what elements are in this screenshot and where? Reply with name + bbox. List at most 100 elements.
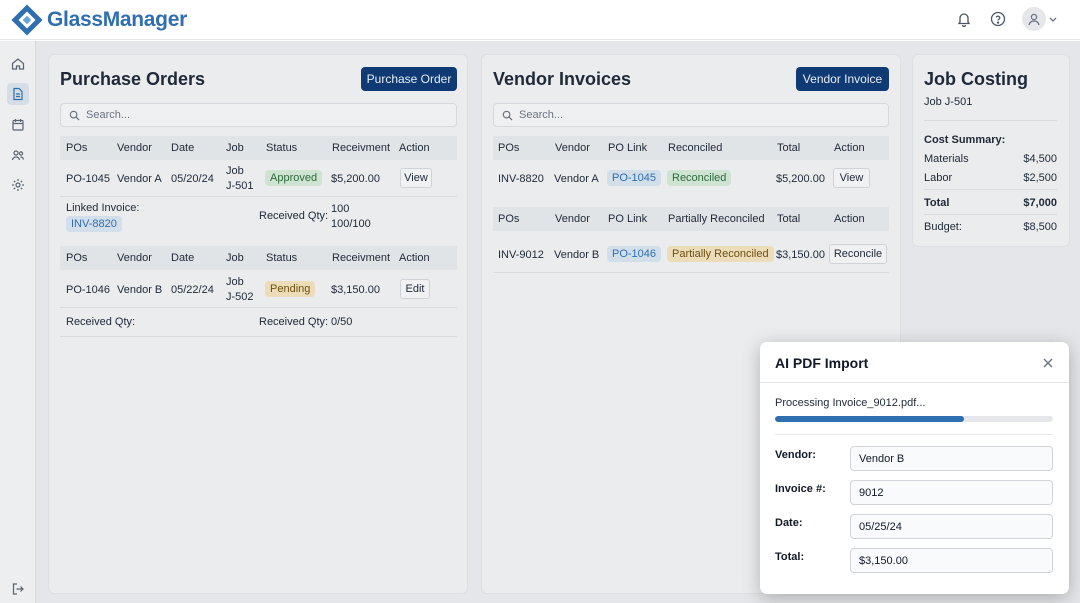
search-icon [69,110,80,121]
invoice-number: INV-9012 [498,249,544,261]
sidebar-item-home[interactable] [7,53,29,75]
view-invoice-button[interactable]: View [833,168,870,188]
vendor-field[interactable]: Vendor B [850,446,1053,471]
invoice-vendor: Vendor B [554,249,600,261]
po-table-header: POs Vendor Date Job Status Receivment Ac… [60,246,457,270]
status-badge: Reconciled [667,170,732,186]
invoice-number: INV-8820 [498,173,544,185]
po-job-id: J-501 [226,180,254,192]
budget-value: $8,500 [1023,221,1057,233]
invoice-table-header: POs Vendor PO Link Partially Reconciled … [493,207,889,231]
invoice-vendor: Vendor A [554,173,599,185]
po-link[interactable]: PO-1045 [607,170,662,186]
column-header: PO Link [608,142,648,154]
total-field[interactable]: $3,150.00 [850,548,1053,573]
column-header: Partially Reconciled [668,213,765,225]
po-amount: $3,150.00 [331,284,380,296]
ai-pdf-import-modal: AI PDF Import Processing Invoice_9012.pd… [760,342,1069,594]
po-search-input[interactable]: Search... [60,103,457,127]
users-icon [11,150,25,161]
search-placeholder: Search... [86,109,131,121]
po-amount: $5,200.00 [331,173,380,185]
received-qty-ratio: 100/100 [331,218,371,230]
total-label: Total [924,197,950,209]
sidebar-item-logout[interactable] [7,578,29,600]
column-header: Vendor [117,142,152,154]
home-icon [11,58,25,70]
add-vendor-invoice-button[interactable]: Vendor Invoice [796,67,889,91]
sidebar [0,41,36,603]
column-header: POs [498,142,520,154]
view-po-button[interactable]: View [400,168,432,188]
logo-icon [10,3,44,37]
received-qty-label: Received Qty: [259,210,329,222]
sidebar-item-settings[interactable] [7,174,29,196]
po-date: 05/20/24 [171,173,214,185]
sidebar-item-documents[interactable] [7,83,29,105]
cost-label: Materials [924,153,969,165]
column-header: PO Link [608,213,648,225]
column-header: Date [171,142,195,154]
column-header: Job [226,252,244,264]
invoice-search-input[interactable]: Search... [493,103,889,127]
po-job: Job [226,276,244,288]
po-number: PO-1045 [66,173,111,185]
gear-icon [12,179,24,191]
po-job-id: J-502 [226,291,254,303]
add-purchase-order-button[interactable]: Purchase Order [361,67,457,91]
po-vendor: Vendor B [117,284,163,296]
user-menu[interactable] [1022,7,1058,31]
po-vendor: Vendor A [117,173,162,185]
linked-invoice-link[interactable]: INV-8820 [66,216,122,232]
column-header: Action [834,142,865,154]
status-badge: Partially Reconciled [667,246,774,262]
sidebar-item-calendar[interactable] [7,114,29,136]
date-field[interactable]: 05/25/24 [850,514,1053,539]
column-header: Action [399,142,430,154]
document-icon [13,87,23,101]
app-logo[interactable]: GlassManager [10,3,187,37]
received-qty-value: 100 [331,203,350,215]
column-header: Vendor [117,252,152,264]
close-icon[interactable] [1041,356,1055,370]
po-job: Job [226,165,244,177]
modal-divider [760,382,1069,383]
row-divider [924,189,1057,190]
received-qty-label: Received Qty: [66,316,136,328]
job-id: Job J-501 [924,96,973,108]
po-table-header: POs Vendor Date Job Status Receivment Ac… [60,136,457,160]
sidebar-item-users[interactable] [7,144,29,166]
column-header: Receivment [332,252,391,264]
bell-icon[interactable] [954,9,974,29]
help-icon[interactable] [988,9,1008,29]
calendar-icon [12,119,24,131]
po-date: 05/22/24 [171,284,214,296]
edit-po-button[interactable]: Edit [400,279,430,299]
total-value: $7,000 [1023,197,1057,209]
column-header: Status [266,252,298,264]
chevron-down-icon [1049,17,1057,22]
app-name: GlassManager [47,7,187,31]
column-header: Date [171,252,195,264]
column-header: Receivment [332,142,391,154]
received-qty-label: Received Qty: [259,316,329,328]
po-number: PO-1046 [66,284,111,296]
invoice-number-field[interactable]: 9012 [850,480,1053,505]
invoice-total: $5,200.00 [776,173,825,185]
column-header: Reconciled [668,142,723,154]
cost-label: Labor [924,172,953,184]
modal-divider [775,434,1053,435]
top-bar: GlassManager [0,0,1080,40]
invoice-table-header: POs Vendor PO Link Reconciled Total Acti… [493,136,889,160]
cost-value: $4,500 [1023,153,1057,165]
progress-fill [775,416,965,422]
invoice-number-label: Invoice #: [775,483,826,495]
column-header: Total [777,213,801,225]
reconcile-button[interactable]: Reconcile [829,244,887,264]
budget-label: Budget: [924,221,962,233]
row-divider [924,214,1057,215]
row-divider [60,307,457,308]
column-header: Vendor [555,142,590,154]
po-link[interactable]: PO-1046 [607,246,662,262]
received-qty-ratio: 0/50 [331,316,353,328]
